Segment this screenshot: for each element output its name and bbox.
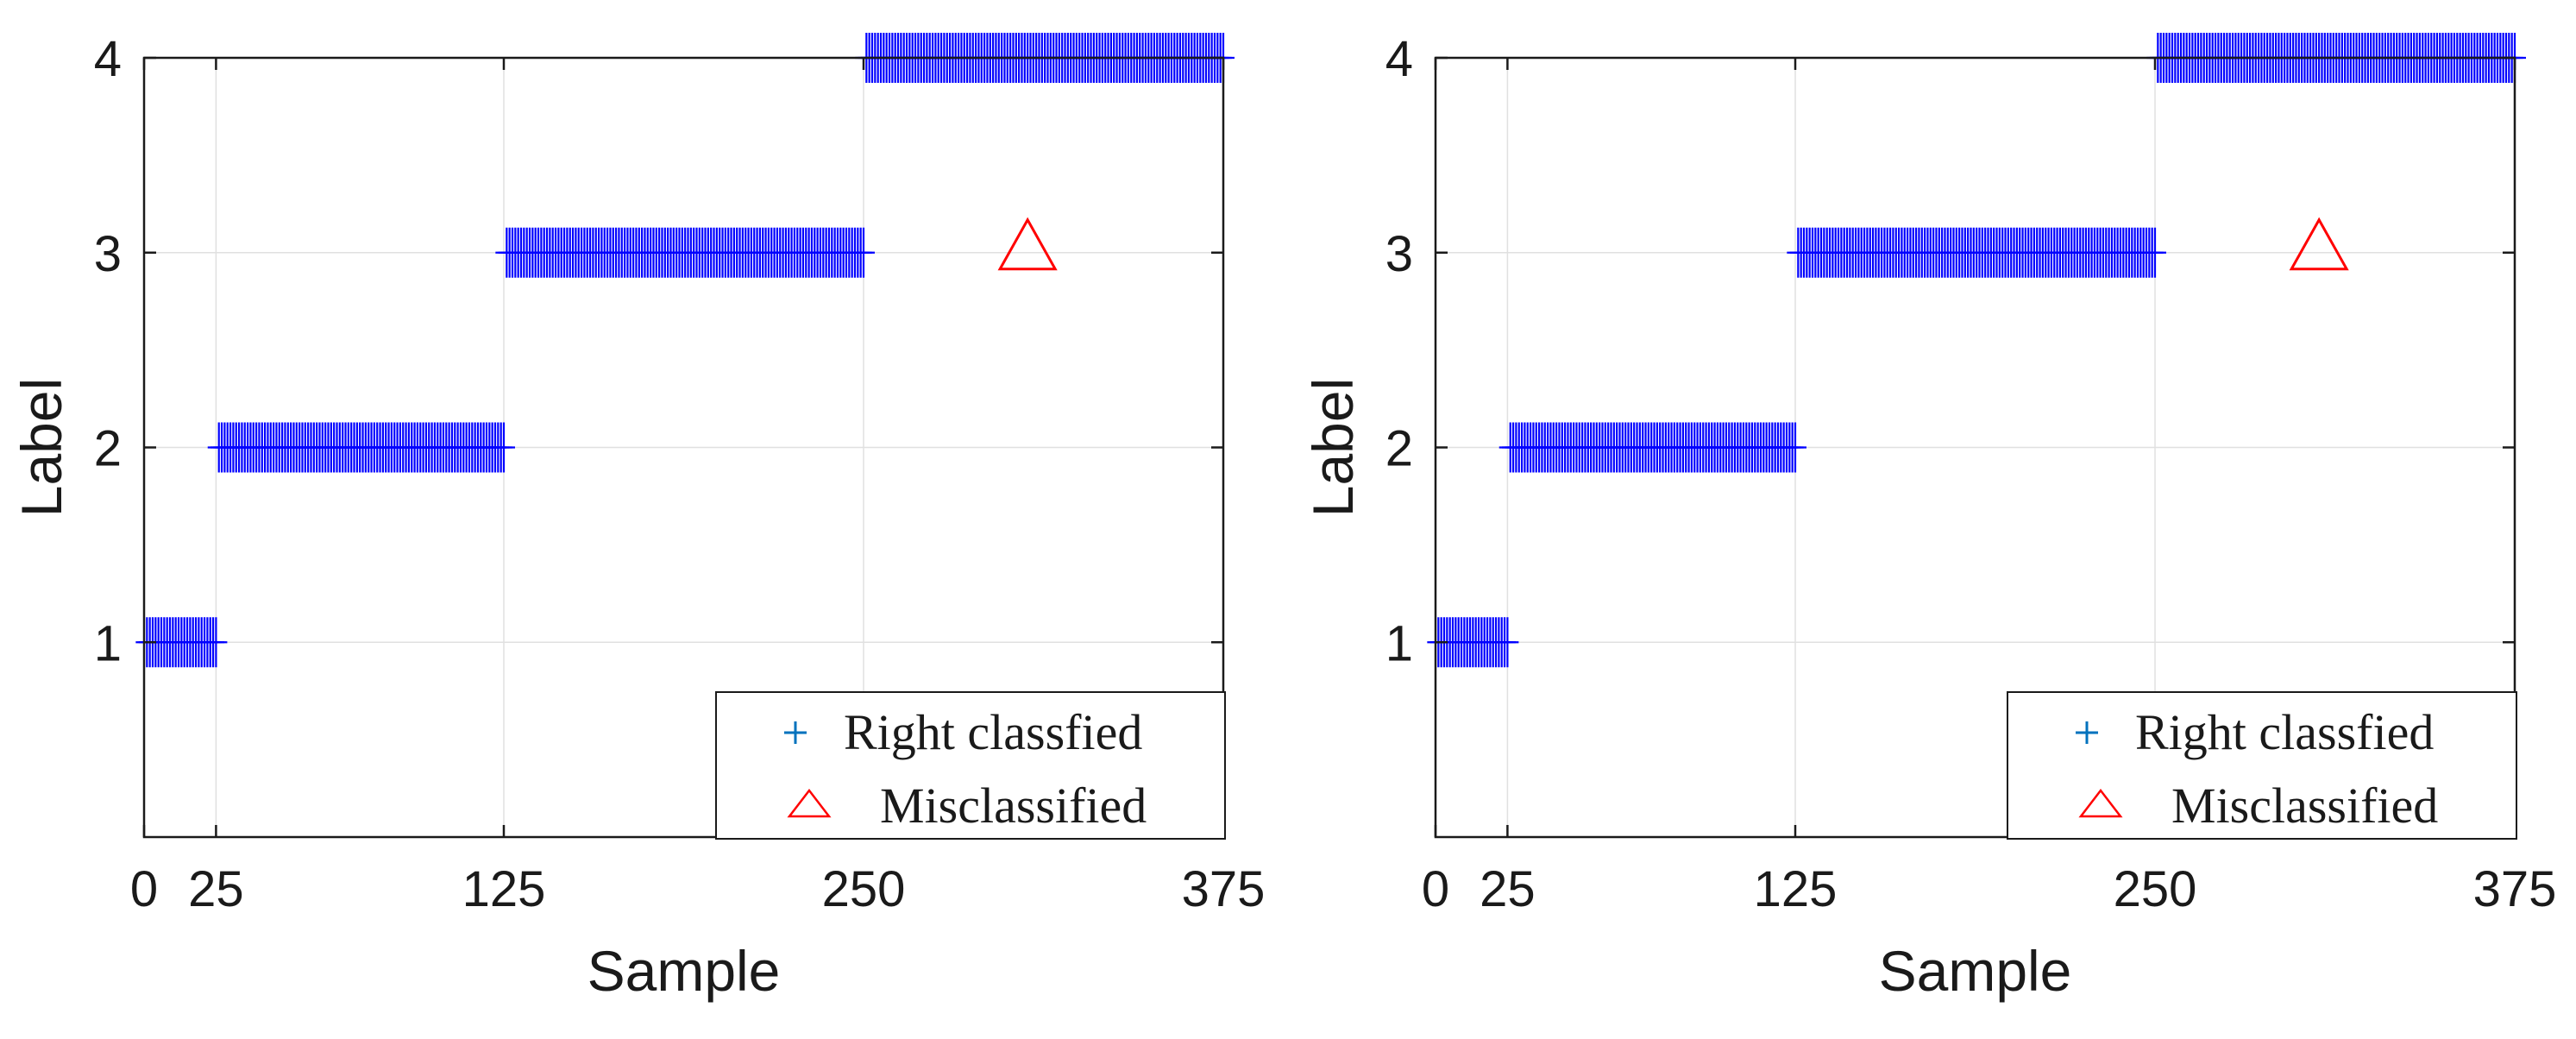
chart-panel-left: 0 25 125 250 375 1 2 3 4 Sample Label Right classfi…	[9, 31, 1265, 1003]
y-axis-label: Label	[1301, 378, 1365, 518]
right-classified-segment-label-3	[1787, 227, 2166, 278]
right-classified-segment-label-1	[1427, 617, 1519, 668]
y-tick-label: 4	[94, 31, 122, 87]
x-tick-label: 25	[188, 861, 244, 917]
x-axis-label: Sample	[1879, 939, 2072, 1003]
legend-box	[2007, 691, 2517, 840]
y-tick-label: 2	[1385, 421, 1413, 477]
x-tick-label: 25	[1480, 861, 1536, 917]
x-tick-label: 0	[130, 861, 158, 917]
legend-label-misclassified: Misclassified	[880, 778, 1147, 834]
x-axis-label: Sample	[587, 939, 781, 1003]
y-tick-label: 1	[1385, 615, 1413, 671]
misclassified-triangle-marker	[2289, 217, 2349, 271]
y-tick-label: 2	[94, 421, 122, 477]
right-classified-segment-label-2	[1498, 422, 1806, 473]
right-classified-segment-label-3	[495, 227, 875, 278]
legend-label-misclassified: Misclassified	[2171, 778, 2438, 834]
x-tick-label: 250	[2114, 861, 2197, 917]
legend-triangle-icon	[2078, 788, 2123, 818]
legend: Right classfied Misclassified	[2007, 691, 2517, 840]
x-tick-label: 125	[462, 861, 546, 917]
legend-triangle-icon	[787, 788, 832, 818]
legend-box	[715, 691, 1226, 840]
y-tick-label: 3	[1385, 226, 1413, 282]
x-tick-label: 375	[1182, 861, 1266, 917]
x-tick-label: 375	[2473, 861, 2557, 917]
y-tick-label: 4	[1385, 31, 1413, 87]
legend: Right classfied Misclassified	[715, 691, 1226, 840]
legend-label-right-classified: Right classfied	[844, 704, 1142, 760]
legend-label-right-classified: Right classfied	[2135, 704, 2434, 760]
right-classified-segment-label-2	[207, 422, 515, 473]
misclassified-triangle-marker	[997, 217, 1058, 271]
x-tick-label: 0	[1422, 861, 1449, 917]
x-tick-label: 250	[822, 861, 906, 917]
chart-panel-right: 0 25 125 250 375 1 2 3 4 Sample Label Right classfi…	[1301, 31, 2556, 1003]
y-tick-label: 3	[94, 226, 122, 282]
y-axis-label: Label	[9, 378, 73, 518]
x-tick-label: 125	[1754, 861, 1838, 917]
y-tick-label: 1	[94, 615, 122, 671]
